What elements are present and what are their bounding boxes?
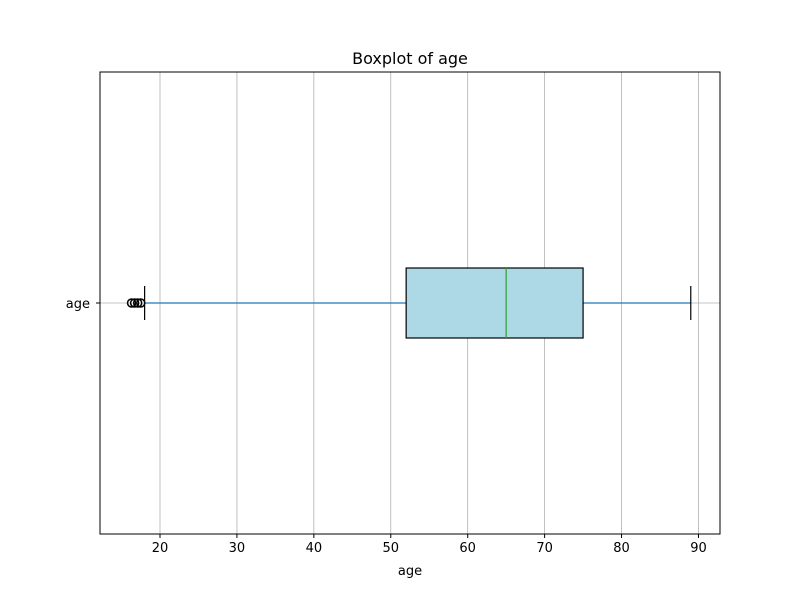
outlier-point [126,298,137,308]
x-tick-label: 70 [536,541,553,556]
x-tick-label: 40 [306,541,323,556]
iqr-box [405,267,584,339]
x-tick-label: 20 [152,541,169,556]
x-tick-label: 30 [229,541,246,556]
x-tick-label: 90 [690,541,707,556]
x-tick-label: 80 [613,541,630,556]
chart-title: Boxplot of age [352,49,468,68]
outlier-point [132,298,143,308]
x-axis-label: age [398,564,422,579]
x-tick-label: 60 [459,541,476,556]
outlier-point [129,298,140,308]
box-layer [126,267,692,339]
outlier-point [136,298,146,308]
tick-layer: 20 30 40 50 60 70 80 90 age [66,297,707,556]
x-tick-label: 50 [382,541,399,556]
y-tick-label: age [66,297,90,312]
